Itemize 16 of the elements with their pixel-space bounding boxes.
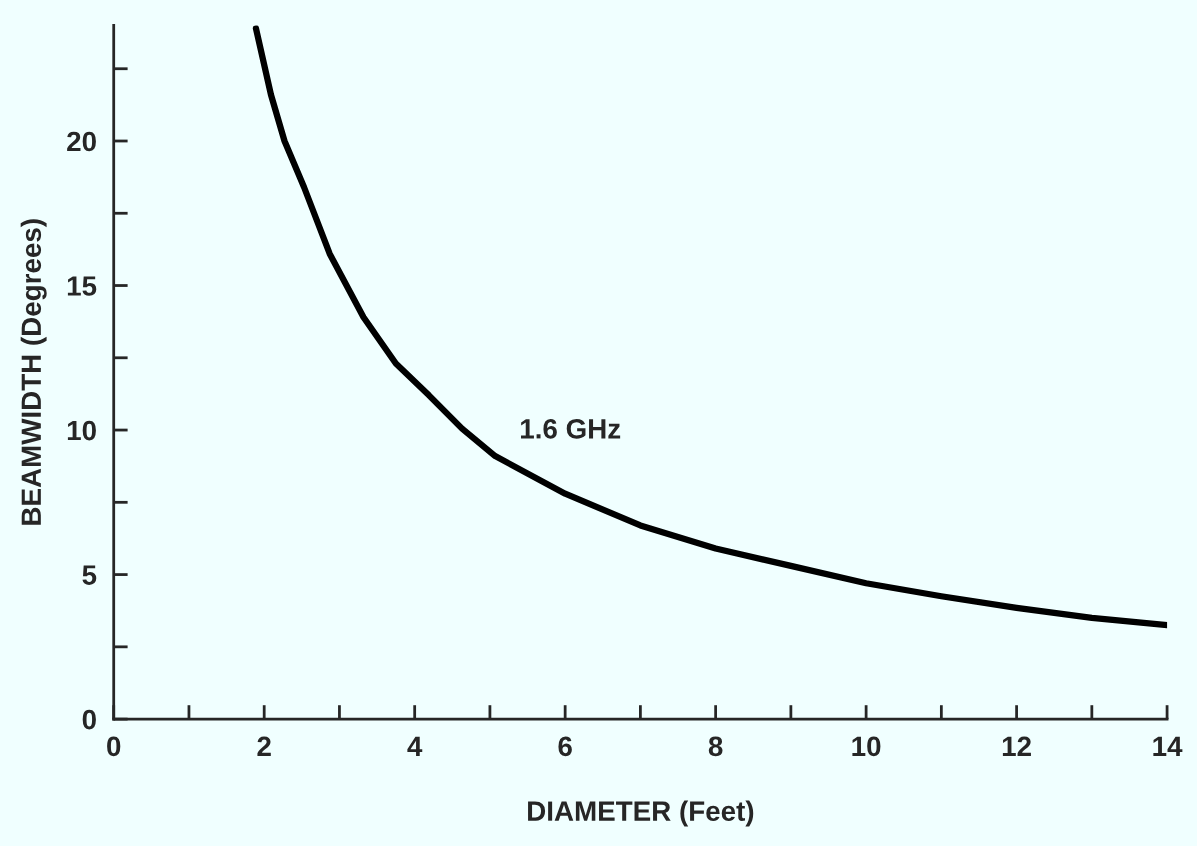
x-tick-label: 0 — [107, 736, 121, 757]
y-tick-label: 10 — [67, 420, 96, 441]
x-tick-label: 4 — [407, 736, 423, 756]
x-tick-label: 8 — [708, 736, 723, 757]
x-axis-title: DIAMETER (Feet) — [528, 800, 754, 827]
y-tick-label: 0 — [82, 709, 96, 730]
x-tick-label: 10 — [852, 736, 881, 757]
x-tick-label: 14 — [1153, 736, 1183, 756]
y-axis-title: BEAMWIDTH (Degrees) — [20, 219, 47, 525]
y-tick-label: 20 — [67, 131, 96, 152]
y-tick-label: 15 — [67, 276, 97, 296]
x-tick-label: 12 — [1002, 736, 1031, 756]
x-tick-label: 2 — [257, 736, 271, 756]
annotation: 1.6 GHz — [521, 418, 621, 439]
y-tick-label: 5 — [82, 565, 97, 585]
x-tick-label: 6 — [558, 736, 572, 757]
